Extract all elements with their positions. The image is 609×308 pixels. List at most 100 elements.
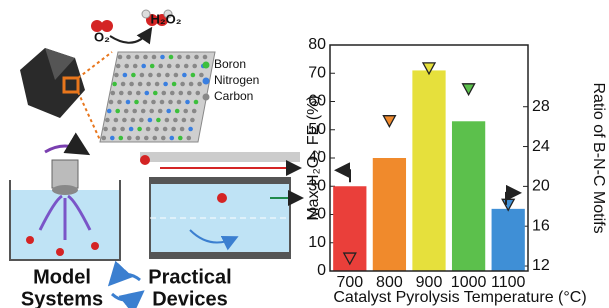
bar	[373, 158, 406, 271]
lattice-atom	[119, 91, 124, 96]
legend-label: Boron	[214, 57, 246, 71]
lattice-atom	[199, 73, 204, 78]
legend-label: Nitrogen	[214, 73, 259, 87]
lattice-atom	[182, 73, 187, 78]
lattice-atom	[119, 136, 124, 141]
lattice-atom	[177, 100, 182, 105]
lattice-atom	[143, 100, 148, 105]
y-tick-label: 30	[308, 177, 326, 194]
lattice-atom	[180, 82, 185, 87]
lattice-atom	[140, 73, 145, 78]
molecule	[91, 242, 99, 250]
lattice-atom	[141, 64, 146, 69]
lattice-atom	[203, 55, 208, 60]
figure: O₂ H₂O₂ Boron Nitrogen Carbon Practical …	[0, 0, 609, 308]
lattice-atom	[194, 100, 199, 105]
caption: Model	[33, 266, 91, 288]
lattice-atom	[107, 109, 112, 114]
lattice-atom	[167, 64, 172, 69]
lattice-atom	[124, 64, 129, 69]
lattice-atom	[187, 136, 192, 141]
axis-indicator	[338, 170, 350, 182]
lattice-atom	[178, 136, 183, 141]
cycle-arrow	[112, 274, 140, 282]
lattice-atom	[128, 91, 133, 96]
lattice-atom	[182, 118, 187, 123]
lattice-atom	[173, 118, 178, 123]
lattice-atom	[165, 118, 170, 123]
molecule	[217, 193, 227, 203]
y2-axis-label: Ratio of B-N-C Motifs	[590, 82, 607, 233]
hydrogen-atom	[142, 10, 150, 18]
ratio-marker	[463, 84, 475, 95]
lattice-atom	[169, 55, 174, 60]
lattice-atom	[126, 55, 131, 60]
lattice-atom	[185, 100, 190, 105]
lattice-atom	[123, 73, 128, 78]
lattice-atom	[111, 91, 116, 96]
lattice-atom	[105, 118, 110, 123]
y2-tick-label: 16	[532, 217, 550, 234]
lattice-atom	[114, 73, 119, 78]
zoom-line	[78, 52, 112, 78]
lattice-atom	[190, 118, 195, 123]
lattice-atom	[156, 118, 161, 123]
lattice-atom	[155, 82, 160, 87]
lattice-atom	[148, 73, 153, 78]
lattice-atom	[154, 127, 159, 132]
lattice-atom	[134, 100, 139, 105]
lattice-atom	[194, 55, 199, 60]
lattice-atom	[146, 82, 151, 87]
lattice-atom	[136, 91, 141, 96]
legend-dot	[203, 78, 210, 85]
y-tick-label: 70	[308, 64, 326, 81]
y-tick-label: 80	[308, 36, 326, 53]
lattice-atom	[160, 55, 165, 60]
zoom-line	[78, 92, 100, 140]
lattice-atom	[131, 118, 136, 123]
lattice-atom	[187, 91, 192, 96]
lattice-atom	[148, 118, 153, 123]
x-axis-label: Catalyst Pyrolysis Temperature (°C)	[333, 289, 586, 306]
lattice-atom	[153, 91, 158, 96]
lattice-atom	[165, 73, 170, 78]
bar	[492, 209, 525, 271]
lattice-atom	[137, 127, 142, 132]
y-tick-label: 60	[308, 93, 326, 110]
rotation-arrow	[45, 146, 85, 152]
lattice-atom	[120, 127, 125, 132]
lattice-atom	[138, 82, 143, 87]
y-tick-label: 20	[308, 206, 326, 223]
lattice-atom	[129, 127, 134, 132]
lattice-atom	[139, 118, 144, 123]
device-electrode	[150, 252, 290, 258]
lattice-atom	[112, 127, 117, 132]
legend-label: Carbon	[214, 89, 253, 103]
lattice-atom	[192, 109, 197, 114]
lattice-atom	[191, 73, 196, 78]
h2o2-label: H₂O₂	[150, 11, 181, 26]
lattice-atom	[102, 136, 107, 141]
electrode	[52, 160, 78, 188]
molecule	[56, 248, 64, 256]
lattice-atom	[151, 100, 156, 105]
ratio-marker	[383, 116, 395, 127]
lattice-atom	[149, 109, 154, 114]
lattice-atom	[192, 64, 197, 69]
lattice-atom	[162, 91, 167, 96]
y-tick-label: 10	[308, 234, 326, 251]
caption: Systems	[21, 288, 103, 308]
legend-dot	[203, 94, 210, 101]
lattice-atom	[144, 136, 149, 141]
y2-tick-label: 28	[532, 98, 550, 115]
lattice-atom	[114, 118, 119, 123]
lattice-atom	[163, 127, 168, 132]
x-tick-label: 700	[336, 274, 363, 291]
lattice-atom	[172, 82, 177, 87]
lattice-atom	[180, 127, 185, 132]
device-plate	[140, 152, 300, 162]
lattice-atom	[188, 127, 193, 132]
lattice-atom	[122, 118, 127, 123]
lattice-atom	[109, 100, 114, 105]
lattice-atom	[143, 55, 148, 60]
